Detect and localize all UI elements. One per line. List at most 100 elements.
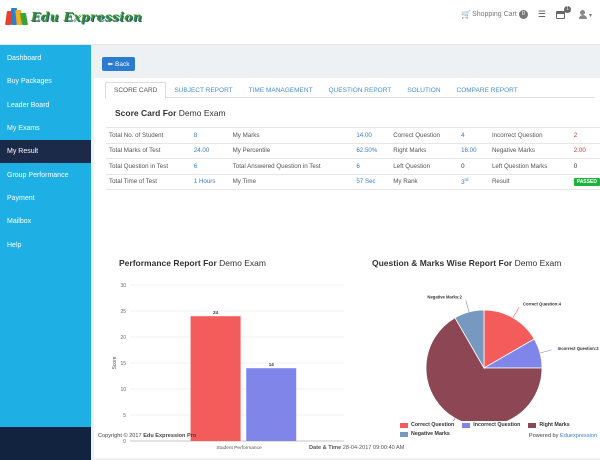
label-result: Result [488,173,571,190]
bar-data-label: 24 [213,310,219,315]
passed-badge: PASSED [573,178,600,187]
question-report-title: Question & Marks Wise Report For Demo Ex… [372,258,562,268]
label-total-questions: Total Question in Test [106,158,191,174]
menu-icon[interactable]: ☰ [537,9,546,19]
legend-item[interactable]: Correct Question [400,422,454,428]
table-row: Total Question in Test 6 Total Answered … [106,158,600,174]
value-total-marks: 24.00 [190,142,230,159]
x-tick-label: Student Performance [216,445,262,451]
y-tick-label: 30 [120,283,126,289]
books-icon [5,7,29,25]
legend-label: Incorrect Question [473,422,521,428]
y-tick-label: 5 [123,413,126,419]
pie-label-connector [512,307,520,318]
user-menu-button[interactable]: ▾ [578,9,592,20]
table-row: Total No. of Student 8 My Marks 14.00 Co… [106,127,600,143]
pie-data-label: Incorrect Question:2 [558,346,599,351]
legend-swatch [400,431,408,437]
score-card-table: Total No. of Student 8 My Marks 14.00 Co… [106,127,600,190]
legend-label: Negative Marks [411,431,450,437]
sidebar-item-mailbox[interactable]: Mailbox [7,218,32,226]
y-tick-label: 20 [120,335,126,341]
powered-by: Powered by Eduexpression [528,433,597,439]
powered-by-link[interactable]: Eduexpression [559,433,597,439]
label-total-time: Total Time of Test [106,173,191,190]
sidebar-item-my-exams[interactable]: My Exams [7,125,40,133]
sidebar-item-buy-packages[interactable]: Buy Packages [7,78,52,86]
pie-slice [483,309,535,369]
score-card-title: Score Card For Demo Exam [115,108,226,118]
tab-time-management[interactable]: TIME MANAGEMENT [248,86,313,94]
value-correct-question: 4 [458,127,489,143]
legend-item[interactable]: Negative Marks [400,431,450,437]
arrow-left-icon: ⬅ [107,61,113,68]
sidebar-item-my-result[interactable]: My Result [0,140,91,164]
pie-slice [454,309,485,370]
report-tabs: SCORE CARD SUBJECT REPORT TIME MANAGEMEN… [105,82,595,99]
table-row: Total Marks of Test 24.00 My Percentile … [106,142,600,159]
legend-item[interactable]: Right Marks [528,422,570,428]
notification-count-badge: 1 [564,5,571,13]
pie-label-connector [453,418,456,421]
value-incorrect-question: 2 [570,127,600,143]
label-my-rank: My Rank [390,173,459,190]
y-tick-label: 25 [120,309,126,315]
notifications-button[interactable]: 1 [555,5,571,19]
sidebar-item-group-performance[interactable]: Group Performance [7,171,69,179]
label-my-time: My Time [229,173,354,190]
footer: Copyright © 2017 Edu Expression Pro Powe… [91,427,600,460]
pie-label-connector [539,349,552,354]
value-result: PASSED [570,173,600,190]
top-navbar: Edu Expression 🛒 Shopping Cart 0 ☰ 1 ▾ [0,0,600,45]
caret-down-icon: ▾ [588,13,592,20]
y-axis-label: Score [112,356,118,369]
value-my-marks: 14.00 [353,127,391,143]
pie-data-label: Negative Marks:2 [427,294,462,299]
legend-item[interactable]: Incorrect Question [462,422,520,428]
label-left-question-marks: Left Question Marks [488,158,571,174]
label-negative-marks: Negative Marks [488,142,571,159]
main-content: ⬅ Back SCORE CARD SUBJECT REPORT TIME MA… [91,45,600,460]
date-time: Date & Time 28-04-2017 09:00:40 AM [309,445,405,451]
value-total-answered: 6 [353,158,391,174]
value-right-marks: 16.00 [458,142,489,159]
legend-swatch [528,422,537,428]
tab-question-report[interactable]: QUESTION REPORT [328,86,392,94]
y-tick-label: 15 [120,361,126,367]
user-icon [580,9,586,15]
tab-solution[interactable]: SOLUTION [407,86,441,94]
legend-swatch [400,422,408,428]
sidebar-item-payment[interactable]: Payment [7,194,35,202]
cart-label: Shopping Cart [472,11,517,18]
value-total-time: 1 Hours [190,173,230,190]
value-left-question: 0 [458,158,489,174]
label-right-marks: Right Marks [390,142,459,159]
value-negative-marks: 2.00 [570,142,600,159]
sidebar-item-help[interactable]: Help [7,241,22,249]
back-button-label: Back [115,60,130,68]
label-total-answered: Total Answered Question in Test [229,158,354,174]
tab-compare-report[interactable]: COMPARE REPORT [456,86,518,94]
label-my-percentile: My Percentile [229,142,354,159]
label-correct-question: Correct Question [390,127,459,143]
pie-slice [425,317,543,421]
performance-bar-chart: 0 5 10 15 20 25 30 Score 24 14 Student Performance [112,283,344,451]
bar [246,368,297,441]
back-button[interactable]: ⬅ Back [102,57,135,71]
label-total-students: Total No. of Student [106,127,191,143]
y-tick-label: 10 [120,387,126,393]
tab-subject-report[interactable]: SUBJECT REPORT [174,86,233,94]
shopping-cart-link[interactable]: 🛒 Shopping Cart 0 [461,10,528,19]
pie-label-connector [465,300,470,313]
sidebar-item-dashboard[interactable]: Dashboard [7,55,42,63]
legend-label: Correct Question [411,422,455,428]
company-name: Edu Expression Pro [143,433,197,439]
tab-score-card[interactable]: SCORE CARD [105,82,167,99]
sidebar-item-leader-board[interactable]: Leader Board [7,101,50,109]
pie-data-label: Correct Question:4 [523,301,562,306]
brand-logo[interactable]: Edu Expression [5,6,142,26]
value-total-students: 8 [190,127,230,143]
value-my-time: 57 Sec [353,173,391,190]
pie-legend: Correct Question Incorrect Question Right … [400,422,590,440]
